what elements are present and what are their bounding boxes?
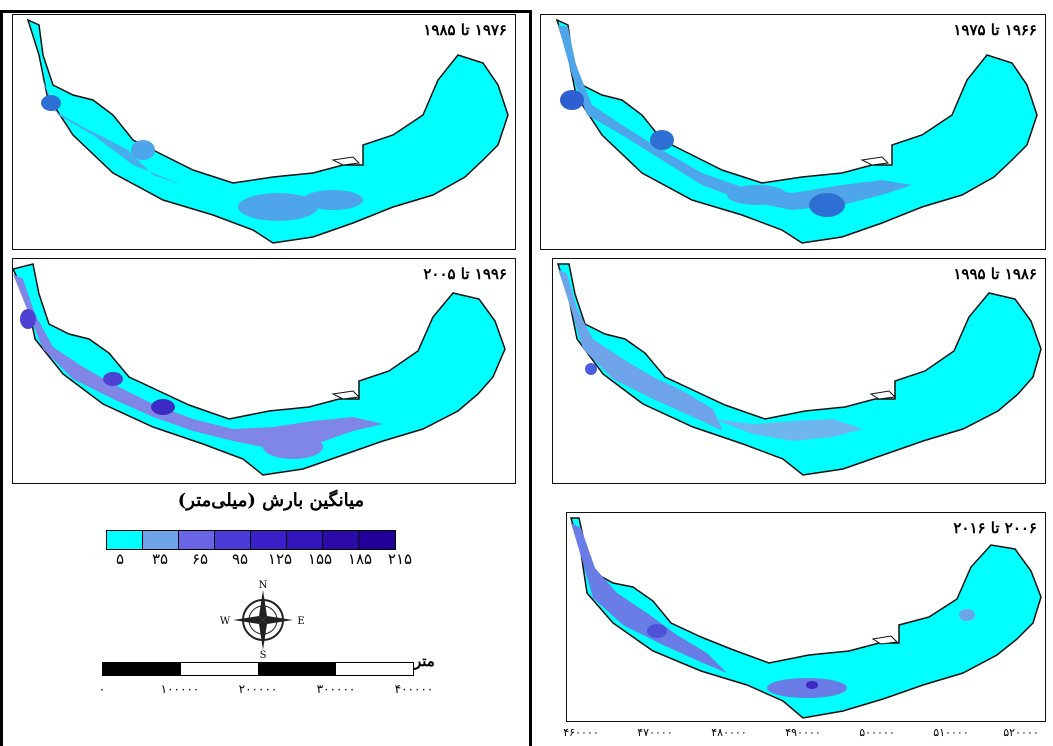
scale-segment: [335, 663, 413, 675]
colorbar-tick: ۱۸۵: [347, 550, 373, 568]
panel-title: ۱۹۷۶ تا ۱۹۸۵: [423, 21, 507, 39]
compass-n: N: [259, 580, 268, 591]
colorbar-tick: ۳۵: [151, 550, 169, 568]
precipitation-colorbar: [106, 530, 396, 550]
color-class-4: [215, 531, 251, 549]
x-tick: ۵۱۰۰۰۰: [933, 726, 969, 739]
divider-vertical-left: [529, 10, 532, 746]
scale-segment: [180, 663, 258, 675]
compass-s: S: [260, 650, 267, 658]
scale-bar: [102, 662, 414, 676]
colorbar-tick: ۶۵: [191, 550, 209, 568]
caspian-coast-map: [555, 18, 1038, 244]
map-panel-1996-2005: ۱۹۹۶ تا ۲۰۰۵: [12, 258, 516, 484]
x-tick: ۴۹۰۰۰۰: [785, 726, 821, 739]
caspian-coast-map: [13, 263, 506, 476]
compass-w: W: [220, 616, 231, 627]
x-tick: ۴۸۰۰۰۰: [711, 726, 747, 739]
color-class-8: [359, 531, 395, 549]
color-class-3: [179, 531, 215, 549]
x-tick: ۴۶۰۰۰۰: [563, 726, 599, 739]
caspian-coast-map: [570, 517, 1042, 719]
scale-tick: ۳۰۰۰۰۰: [316, 682, 356, 696]
x-tick: ۴۷۰۰۰۰: [637, 726, 673, 739]
map-panel-2006-2016: ۲۰۰۶ تا ۲۰۱۶: [566, 512, 1046, 722]
color-class-2: [143, 531, 179, 549]
scale-segment: [258, 663, 336, 675]
panel-title: ۱۹۹۶ تا ۲۰۰۵: [423, 265, 507, 283]
colorbar-tick: ۹۵: [231, 550, 249, 568]
scale-ticks: ۰ ۱۰۰۰۰۰ ۲۰۰۰۰۰ ۳۰۰۰۰۰ ۴۰۰۰۰۰: [92, 682, 452, 702]
color-class-1: [107, 531, 143, 549]
scale-tick: ۰: [98, 682, 106, 696]
color-class-7: [323, 531, 359, 549]
scale-unit-label: متر: [414, 652, 435, 670]
colorbar-tick: ۱۵۵: [307, 550, 333, 568]
caspian-coast-map: [26, 18, 509, 244]
scale-segment: [103, 663, 181, 675]
map-panel-1986-1995: ۱۹۸۶ تا ۱۹۹۵: [552, 258, 1046, 484]
panel-title: ۲۰۰۶ تا ۲۰۱۶: [953, 519, 1037, 537]
divider-top: [0, 10, 532, 13]
map-panel-1966-1975: ۱۹۶۶ تا ۱۹۷۵: [540, 14, 1046, 250]
panel-title: ۱۹۶۶ تا ۱۹۷۵: [953, 21, 1037, 39]
legend-title: میانگین بارش (میلی‌متر): [177, 490, 365, 511]
x-axis-coordinates: ۴۶۰۰۰۰ ۴۷۰۰۰۰ ۴۸۰۰۰۰ ۴۹۰۰۰۰ ۵۰۰۰۰۰ ۵۱۰۰۰…: [535, 726, 1053, 746]
map-panel-1976-1985: ۱۹۷۶ تا ۱۹۸۵: [12, 14, 516, 250]
scale-tick: ۴۰۰۰۰۰: [394, 682, 434, 696]
scale-tick: ۱۰۰۰۰۰: [160, 682, 200, 696]
color-class-5: [251, 531, 287, 549]
colorbar-tick: ۲۱۵: [387, 550, 413, 568]
panel-title: ۱۹۸۶ تا ۱۹۹۵: [953, 265, 1037, 283]
scale-tick: ۲۰۰۰۰۰: [238, 682, 278, 696]
x-tick: ۵۲۰۰۰۰: [1003, 726, 1039, 739]
colorbar-tick: ۵: [115, 550, 125, 568]
divider-left: [0, 10, 3, 746]
north-arrow-compass-icon: N S E W: [220, 580, 305, 658]
colorbar-ticks: ۵ ۳۵ ۶۵ ۹۵ ۱۲۵ ۱۵۵ ۱۸۵ ۲۱۵: [92, 550, 432, 572]
legend-area: میانگین بارش (میلی‌متر) ۵ ۳۵ ۶۵ ۹۵ ۱۲۵ ۱…: [12, 490, 530, 746]
x-tick: ۵۰۰۰۰۰: [859, 726, 895, 739]
color-class-6: [287, 531, 323, 549]
colorbar-tick: ۱۲۵: [267, 550, 293, 568]
compass-e: E: [297, 616, 304, 627]
caspian-coast-map: [556, 263, 1042, 476]
